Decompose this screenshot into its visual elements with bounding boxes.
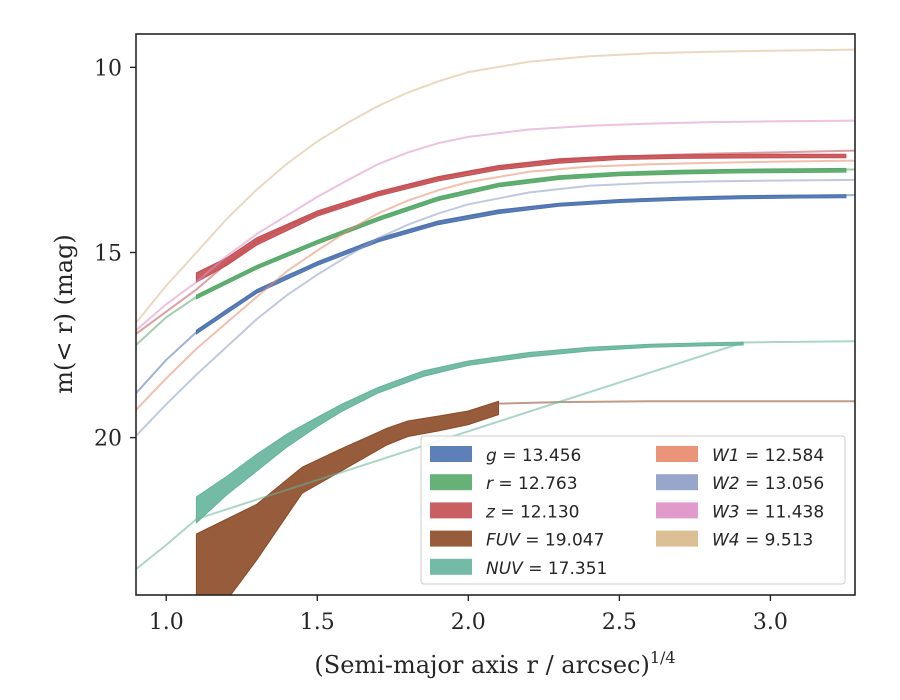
series-g [136,194,855,394]
y-tick-label: 15 [94,241,122,266]
legend-swatch [430,474,472,491]
y-tick-label: 20 [94,427,122,452]
series-nuv-profile-line [136,340,855,570]
legend-swatch [430,530,472,547]
legend-item-w3: W3 = 11.438 [656,502,824,522]
series-fuv-band [195,400,499,595]
legend-label: W3 = 11.438 [712,502,824,522]
x-axis-label-exponent: 1/4 [650,648,676,667]
series-w2 [136,178,855,437]
x-tick-label: 2.5 [602,610,637,635]
legend-item-w4: W4 = 9.513 [656,530,813,551]
series-z-band [195,153,847,283]
series-layer [136,48,855,595]
ticks-layer: 1.0 1.5 2.0 2.5 3.0 10 15 20 [94,56,788,635]
series-z [136,149,855,335]
series-w1-profile-line [136,159,855,411]
legend-swatch [656,502,698,519]
legend-item-nuv: NUV = 17.351 [430,558,607,579]
legend-label: W4 = 9.513 [712,531,813,551]
series-r [136,167,855,346]
legend-label: NUV = 17.351 [486,559,607,579]
legend-swatch [430,502,472,519]
legend-swatch [430,446,472,462]
series-g-band [195,194,847,335]
series-w4-profile-line [136,48,855,324]
legend-item-z: z = 12.130 [430,502,579,522]
legend-item-r: r = 12.763 [430,474,578,494]
legend-item-w1: W1 = 12.584 [656,446,824,466]
legend-swatch [656,530,698,547]
legend-item-fuv: FUV = 19.047 [430,530,604,551]
series-w4 [136,48,855,324]
legend-label: g = 13.456 [486,446,581,466]
x-tick-label: 1.5 [300,610,335,635]
legend-label: r = 12.763 [486,474,578,494]
legend-label: W2 = 13.056 [712,474,824,494]
legend-frame [420,435,846,585]
legend-swatch [656,446,698,462]
legend-label: W1 = 12.584 [712,446,824,466]
series-fuv-profile-line [498,400,855,405]
legend-item-g: g = 13.456 [430,446,581,466]
x-tick-label: 3.0 [753,610,788,635]
series-nuv-band [195,341,744,524]
x-tick-label: 2.0 [451,610,486,635]
series-w3 [136,119,855,331]
legend-swatch [430,558,472,575]
x-axis-label: (Semi-major axis r / arcsec)1/4 [314,648,675,679]
series-r-band [195,167,847,300]
legend-label: z = 12.130 [485,502,579,522]
x-axis-label-text: (Semi-major axis r / arcsec) [314,651,649,679]
y-tick-label: 10 [94,56,122,81]
plot-frame [135,33,856,596]
legend-item-w2: W2 = 13.056 [656,474,824,494]
legend-swatch [656,474,698,491]
legend: g = 13.456 r = 12.763 z = 12.130 FUV = 19.0… [420,435,846,585]
x-tick-label: 1.0 [149,610,184,635]
legend-label: FUV = 19.047 [486,531,604,551]
series-w1 [136,159,855,411]
series-fuv [195,400,855,595]
series-nuv [136,340,855,570]
series-w3-profile-line [136,119,855,331]
series-w2-profile-line [136,178,855,437]
y-axis-label: m(< r) (mag) [50,234,78,393]
